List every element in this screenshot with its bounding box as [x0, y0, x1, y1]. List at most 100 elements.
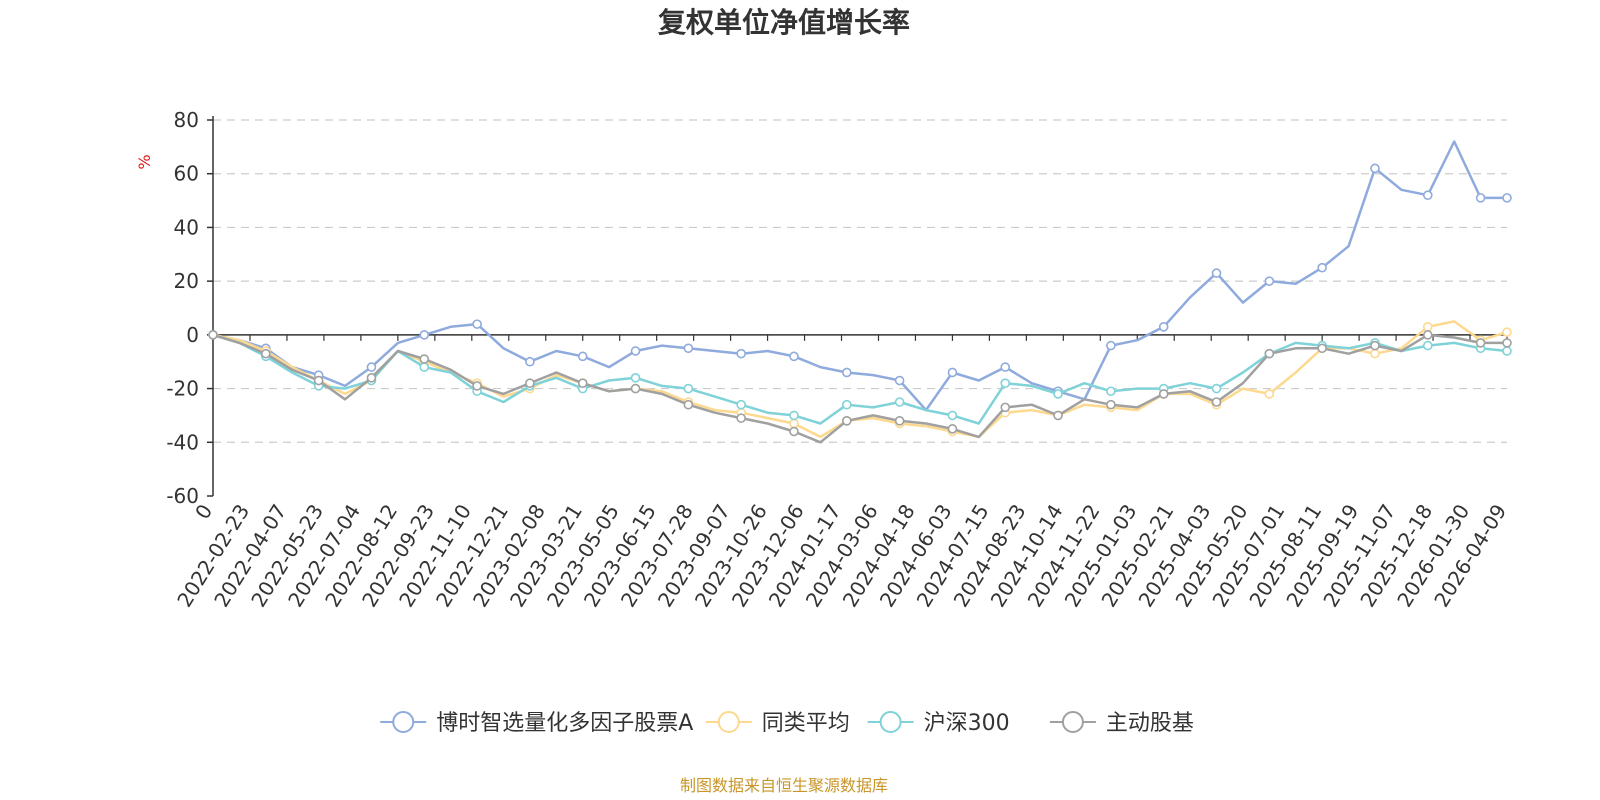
data-point [1422, 340, 1433, 351]
data-point [419, 330, 430, 340]
data-point [1211, 397, 1222, 407]
axes: 806040200-20-40-6002022-02-232022-04-072… [166, 108, 1511, 611]
data-point [1106, 399, 1116, 410]
data-point [1211, 383, 1222, 394]
legend-marker [879, 711, 902, 733]
legend-label: 主动股基 [1106, 711, 1194, 736]
data-point [1502, 327, 1512, 337]
data-point [1264, 276, 1275, 286]
data-point [736, 348, 746, 359]
legend: 博时智选量化多因子股票A 同类平均 沪深300 主动股基 [380, 711, 1194, 736]
data-point [1317, 262, 1327, 273]
y-tick-label: 20 [174, 269, 199, 293]
y-tick-label: 40 [174, 215, 199, 239]
series-group [208, 320, 1512, 439]
legend-label: 同类平均 [762, 711, 850, 736]
legend-marker [717, 711, 740, 733]
data-point [1000, 378, 1011, 389]
data-point [1317, 343, 1327, 354]
data-point [1264, 348, 1275, 359]
series-lines [208, 140, 1512, 444]
data-point [472, 319, 482, 329]
data-point [947, 410, 958, 421]
data-point [1422, 330, 1433, 340]
data-point [366, 362, 377, 372]
series-group [208, 330, 1512, 425]
data-point [683, 343, 694, 354]
data-point [736, 413, 746, 423]
legend-item[interactable]: 同类平均 [705, 711, 850, 736]
data-point [894, 397, 905, 407]
data-point [1106, 386, 1116, 397]
data-point [736, 399, 746, 410]
data-source-note: 制图数据来自恒生聚源数据库 [680, 776, 888, 795]
data-point [1502, 338, 1512, 348]
data-point [419, 354, 430, 364]
y-tick-label: -40 [166, 430, 199, 454]
y-tick-label: 0 [186, 323, 199, 347]
data-point [577, 378, 588, 389]
legend-label: 沪深300 [924, 711, 1010, 736]
legend-item[interactable]: 主动股基 [1049, 711, 1194, 736]
data-point [683, 383, 694, 394]
data-point [1502, 346, 1512, 356]
data-point [789, 410, 799, 421]
legend-label: 博时智选量化多因子股票A [436, 711, 693, 736]
data-point [1422, 190, 1433, 200]
data-point [577, 351, 588, 362]
data-point [419, 362, 430, 372]
data-point [1370, 340, 1380, 351]
data-point [789, 351, 799, 362]
data-point [1158, 321, 1169, 332]
data-point [525, 378, 535, 389]
y-tick-label: 60 [174, 162, 199, 186]
legend-marker [1061, 711, 1084, 733]
data-point [1000, 362, 1011, 372]
data-point [683, 399, 694, 410]
data-point [1106, 340, 1116, 351]
data-point [1264, 389, 1275, 399]
data-point [1211, 268, 1222, 278]
data-point [947, 424, 958, 434]
data-point [1502, 193, 1512, 203]
data-point [1422, 321, 1433, 332]
data-point [472, 381, 482, 391]
data-point [630, 383, 641, 394]
series-group [208, 330, 1512, 444]
data-point [841, 367, 852, 378]
data-point [1053, 410, 1063, 421]
data-point [894, 375, 905, 386]
series-line [212, 140, 1507, 412]
chart-title: 复权单位净值增长率 [658, 6, 910, 39]
legend-item[interactable]: 博时智选量化多因子股票A [380, 711, 693, 736]
data-point [525, 356, 535, 367]
data-point [894, 415, 905, 426]
series-line [212, 320, 1508, 439]
series-group [208, 140, 1512, 412]
data-point [261, 348, 271, 359]
y-tick-label: -60 [166, 484, 199, 508]
data-point [1158, 389, 1169, 399]
data-point [1053, 389, 1063, 399]
y-tick-label: 80 [174, 108, 199, 132]
data-point [1000, 402, 1011, 413]
data-point [366, 373, 377, 383]
data-point [1475, 338, 1486, 348]
data-point [841, 415, 852, 426]
data-point [1370, 163, 1380, 174]
grid-lines [213, 119, 1507, 443]
y-tick-label: -20 [166, 377, 199, 401]
data-point [1370, 348, 1380, 359]
data-point [1475, 193, 1486, 203]
data-point [789, 426, 799, 437]
x-tick-label: 0 [190, 500, 217, 524]
data-point [789, 418, 799, 429]
data-point [947, 367, 958, 378]
data-point [841, 399, 852, 410]
data-point [208, 330, 218, 340]
data-point [630, 346, 641, 356]
legend-item[interactable]: 沪深300 [867, 711, 1010, 736]
legend-marker [392, 711, 415, 733]
y-axis-unit-label: % [135, 154, 154, 169]
